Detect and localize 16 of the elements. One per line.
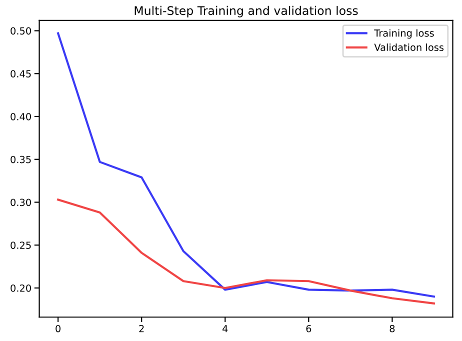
x-tick-label: 2	[139, 324, 144, 332]
chart-title: Multi-Step Training and validation loss	[134, 6, 358, 18]
y-tick-label: 0.25	[10, 242, 31, 249]
x-tick-label: 8	[390, 324, 395, 332]
y-tick-label: 0.50	[10, 27, 31, 35]
line-series	[57, 198, 436, 304]
legend-label: Validation loss	[374, 43, 444, 52]
y-tick-label: 0.40	[10, 112, 31, 120]
y-tick-label: 0.35	[10, 156, 31, 164]
x-tick-label: 0	[56, 324, 61, 332]
y-tick-label: 0.30	[10, 198, 31, 206]
legend-label: Training loss	[374, 29, 434, 39]
y-tick-label: 0.20	[10, 284, 31, 292]
y-tick-label: 0.45	[10, 70, 31, 78]
x-tick-label: 6	[306, 324, 312, 332]
x-tick-label: 4	[222, 325, 228, 332]
